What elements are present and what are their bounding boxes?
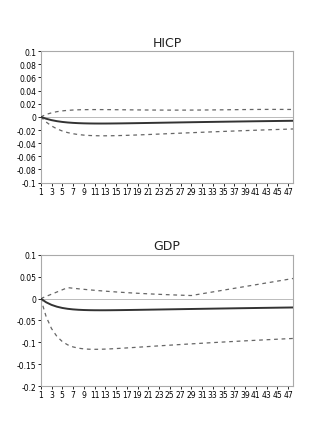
Title: HICP: HICP: [153, 36, 182, 49]
Title: GDP: GDP: [154, 240, 181, 253]
